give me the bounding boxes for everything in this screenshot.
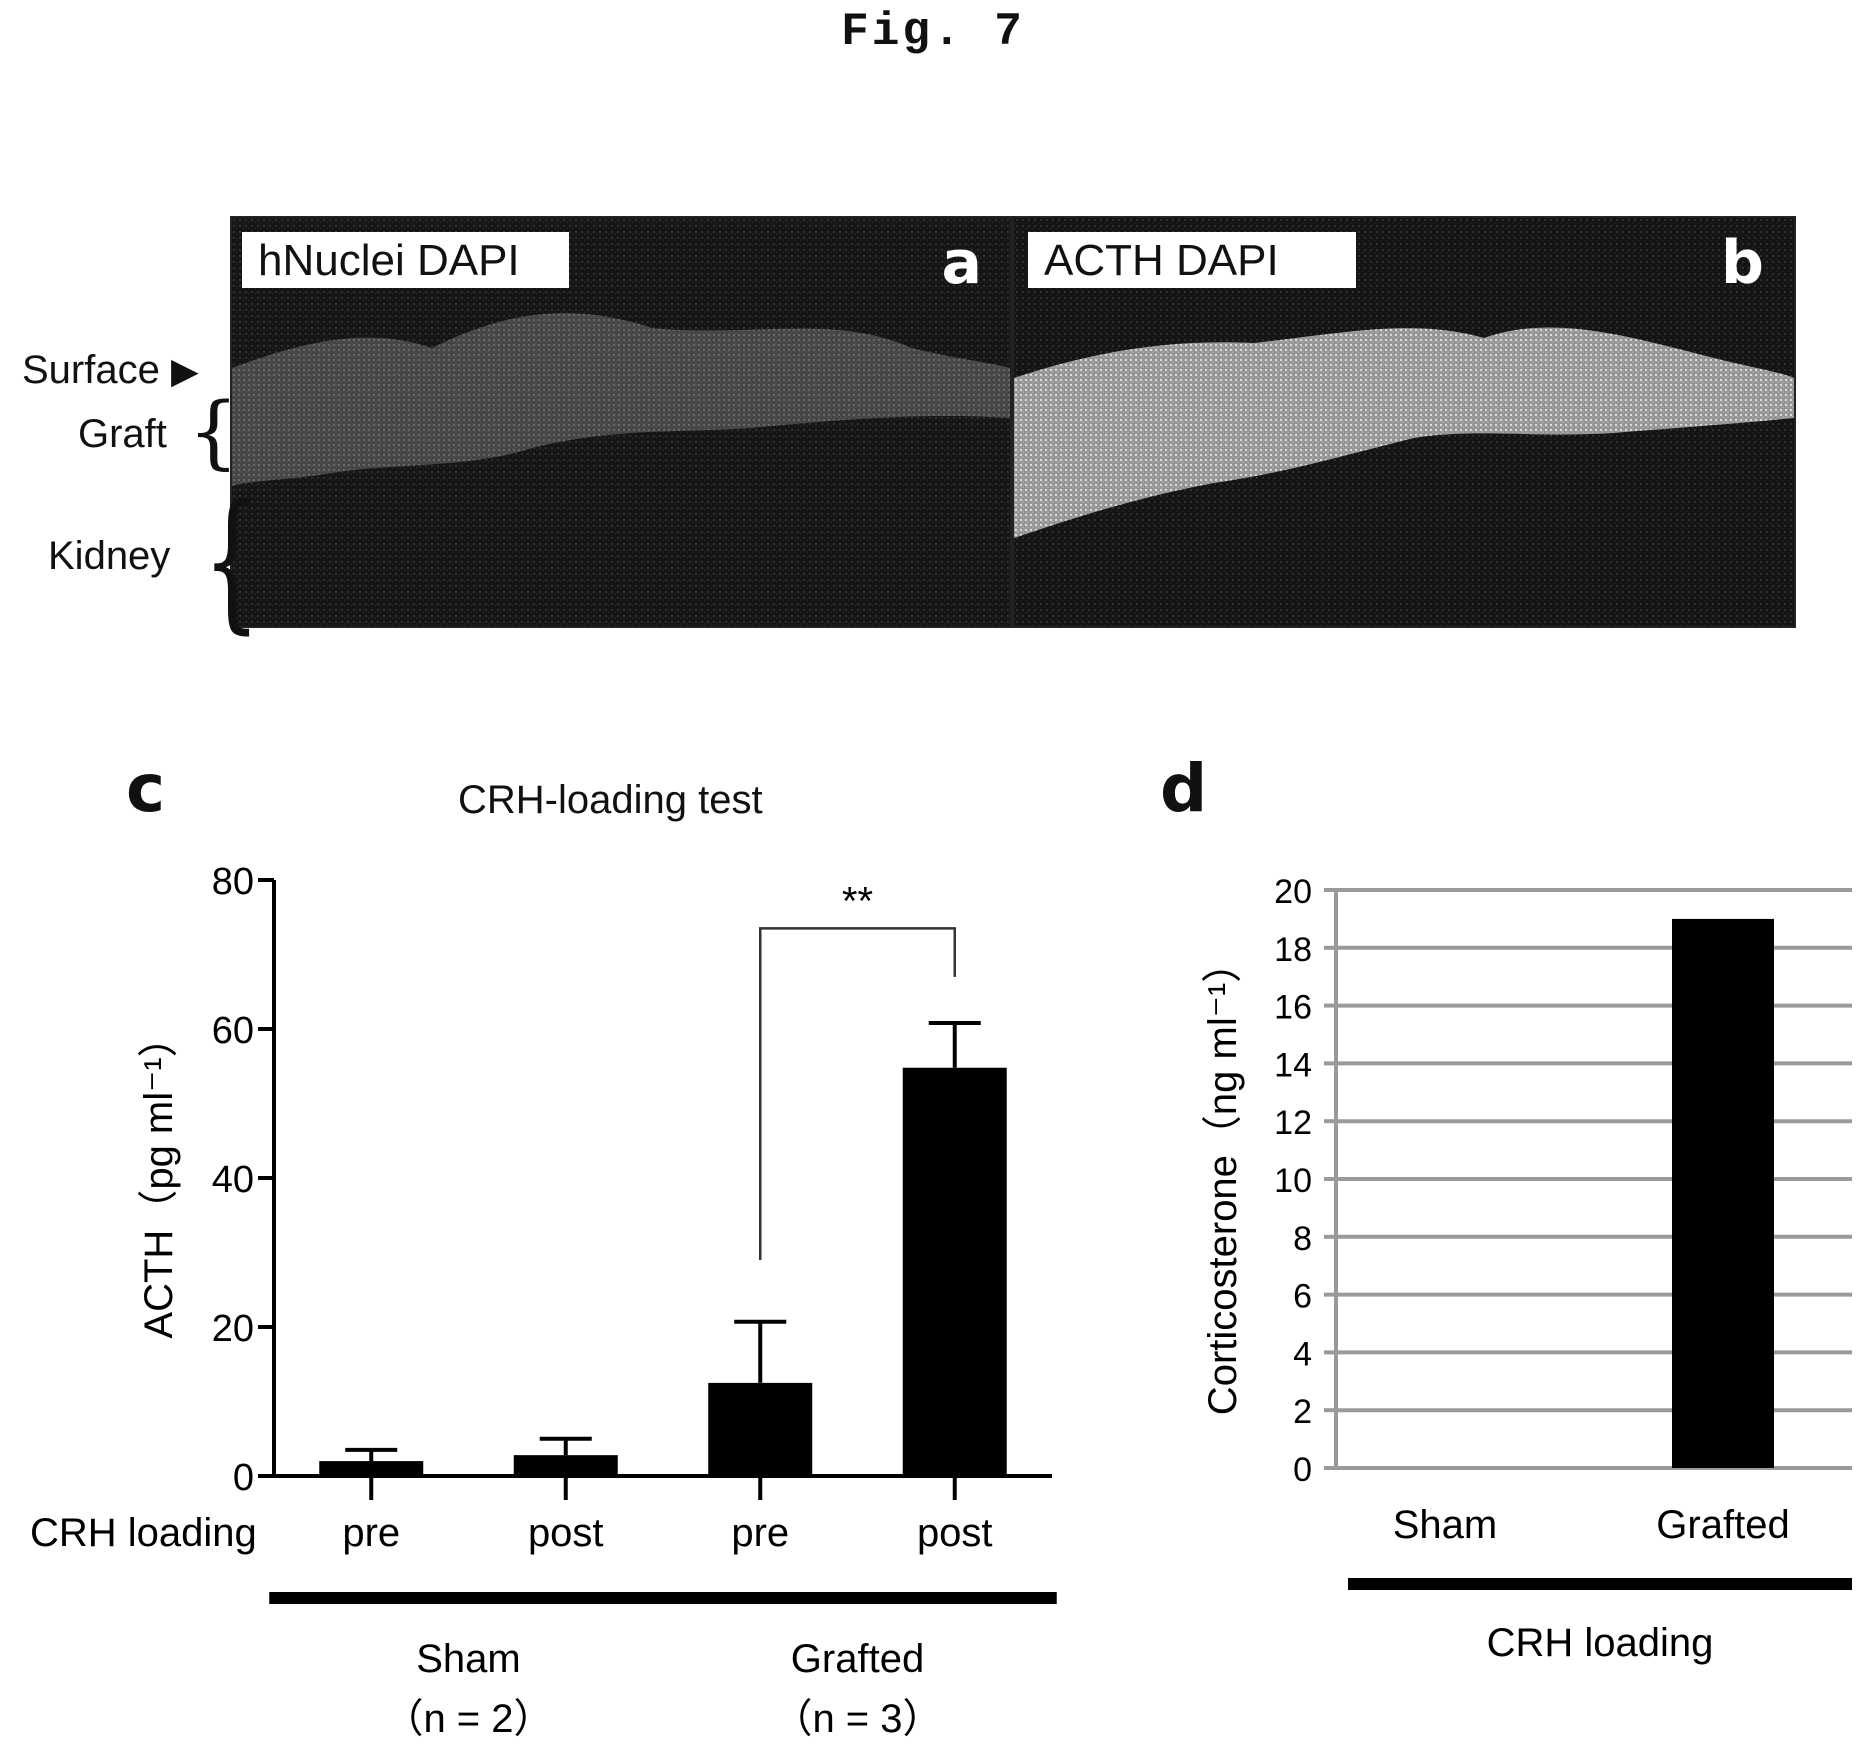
chart-d-y-tick-label: 20 <box>1274 873 1312 911</box>
chart-d-group-bar <box>1348 1578 1852 1590</box>
figure-title: Fig. 7 <box>0 6 1866 58</box>
chart-c-y-tick-label: 0 <box>233 1457 254 1499</box>
chart-c-group-bar <box>269 1592 668 1604</box>
chart-c-y-tick-label: 60 <box>212 1010 254 1052</box>
chart-c-row-label: CRH loading <box>30 1511 257 1555</box>
micrograph-a: hNuclei DAPI a <box>230 216 1012 628</box>
chart-c-y-tick-label: 40 <box>212 1159 254 1201</box>
chart-d-y-tick-label: 0 <box>1293 1451 1312 1489</box>
chart-d-y-tick-label: 16 <box>1274 989 1312 1027</box>
surface-label-text: Surface <box>22 348 160 392</box>
chart-c-group-n-label: （n = 2） <box>383 1697 553 1741</box>
panel-d-letter: d <box>1160 750 1207 827</box>
chart-c-group-bar <box>658 1592 1057 1604</box>
chart-c-y-tick-label: 80 <box>212 861 254 903</box>
kidney-label: Kidney <box>48 534 170 579</box>
chart-c-group-label: Grafted <box>791 1637 924 1681</box>
chart-c-x-tick-label: post <box>917 1511 993 1555</box>
chart-d-x-axis-label: CRH loading <box>1487 1621 1714 1665</box>
chart-c-x-tick-label: pre <box>731 1511 789 1555</box>
chart-c-x-tick-label: post <box>528 1511 604 1555</box>
chart-c-bar <box>903 1068 1007 1476</box>
chart-d-y-tick-label: 12 <box>1274 1104 1312 1142</box>
chart-d-x-tick-label: Grafted <box>1656 1503 1789 1547</box>
panel-c-letter: c <box>126 750 165 827</box>
panel-a-label: hNuclei DAPI <box>242 232 569 288</box>
chart-d-y-tick-label: 18 <box>1274 931 1312 969</box>
chart-d-y-tick-label: 6 <box>1293 1278 1312 1316</box>
micrograph-b: ACTH DAPI b <box>1012 216 1796 628</box>
chart-c-y-axis-label: ACTH（pg ml⁻¹） <box>137 1017 181 1338</box>
chart-d-y-tick-label: 2 <box>1293 1393 1312 1431</box>
chart-d-y-tick-label: 4 <box>1293 1335 1312 1373</box>
chart-c-x-tick-label: pre <box>342 1511 400 1555</box>
chart-d-y-tick-label: 14 <box>1274 1046 1312 1084</box>
graft-brace-icon: { <box>188 392 239 472</box>
chart-c-significance-label: ** <box>842 879 873 923</box>
chart-c-bar <box>319 1461 423 1476</box>
chart-d-bar <box>1672 919 1774 1468</box>
panel-b-label: ACTH DAPI <box>1028 232 1356 288</box>
kidney-brace-icon: { <box>203 486 260 636</box>
surface-label: Surface ▶ <box>22 348 199 393</box>
chart-d-x-tick-label: Sham <box>1393 1503 1498 1547</box>
chart-c-significance-bracket <box>760 928 955 1260</box>
panel-b-letter: b <box>1721 228 1764 298</box>
chart-d-y-axis-label: Corticosterone（ng ml⁻¹） <box>1201 943 1245 1415</box>
chart-c-group-label: Sham <box>416 1637 521 1681</box>
graft-label: Graft <box>78 412 167 457</box>
chart-c-y-tick-label: 20 <box>212 1308 254 1350</box>
chart-c-bar <box>514 1455 618 1476</box>
chart-c-title: CRH-loading test <box>458 778 763 823</box>
chart-c-group-n-label: （n = 3） <box>772 1697 942 1741</box>
chart-d-y-tick-label: 8 <box>1293 1220 1312 1258</box>
chart-c-bar <box>708 1383 812 1476</box>
chart-d-y-tick-label: 10 <box>1274 1162 1312 1200</box>
panel-a-letter: a <box>942 228 983 298</box>
